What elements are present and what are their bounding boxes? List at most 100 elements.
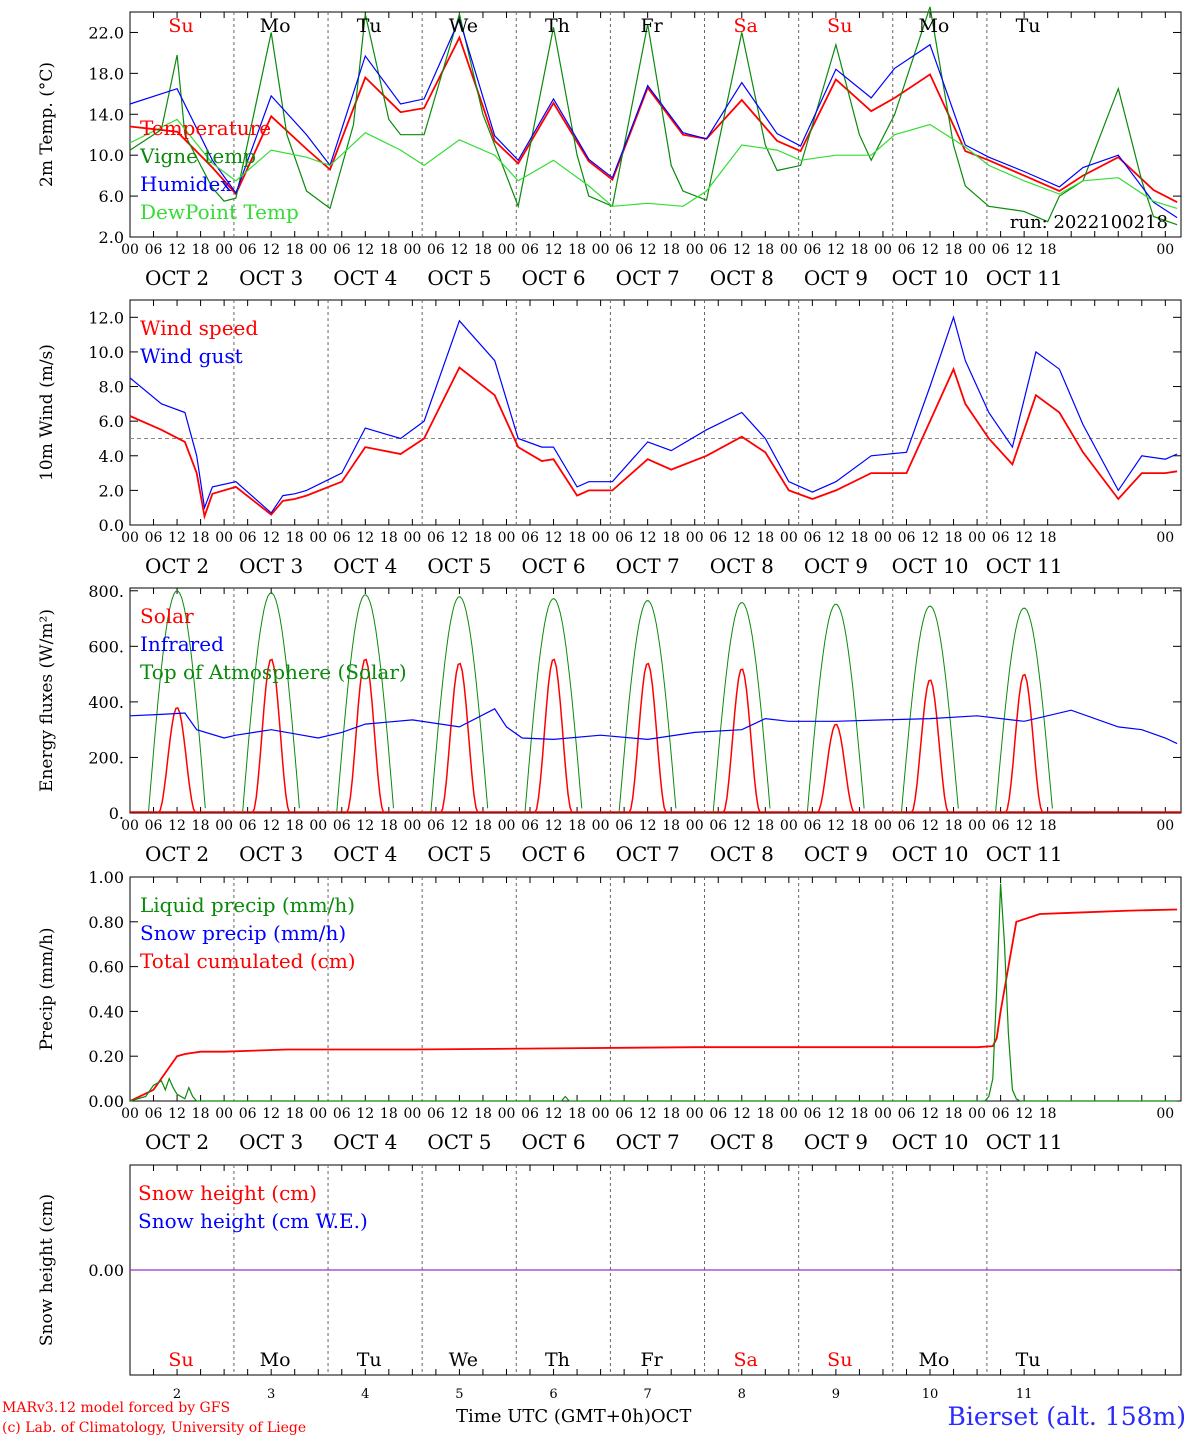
x-hour-label: 00: [121, 530, 139, 546]
x-hour-label: 06: [803, 1106, 821, 1122]
y-tick-label: 0.: [109, 804, 124, 823]
x-hour-label: 06: [145, 242, 163, 258]
x-hour-label: 18: [568, 242, 586, 258]
x-date-label: OCT 3: [239, 554, 303, 578]
panel-frame: [129, 587, 1182, 814]
x-hour-label: 00: [403, 818, 421, 834]
x-hour-label: 18: [192, 818, 210, 834]
x-hour-label: 12: [827, 1106, 845, 1122]
weekday-label-bottom: Mo: [260, 1349, 291, 1371]
x-hour-label: 06: [521, 1106, 539, 1122]
x-hour-label: 00: [121, 818, 139, 834]
x-date-label: OCT 9: [804, 266, 868, 290]
legend-entry: Total cumulated (cm): [140, 949, 356, 973]
credit-model: MARv3.12 model forced by GFS: [2, 1400, 231, 1416]
x-hour-label: 00: [592, 242, 610, 258]
x-hour-label: 12: [1015, 1106, 1033, 1122]
legend-entry: Vigne temp: [139, 144, 256, 168]
series-line-wind-gust: [129, 315, 1178, 514]
x-hour-label: 06: [521, 818, 539, 834]
x-hour-label: 12: [921, 242, 939, 258]
day-number: 10: [922, 1387, 939, 1402]
x-date-label: OCT 3: [239, 266, 303, 290]
x-hour-label: 12: [262, 818, 280, 834]
x-hour-label: 18: [851, 242, 869, 258]
x-hour-label: 06: [615, 530, 633, 546]
toa-solar-day-curve: [524, 598, 583, 814]
x-hour-label: 12: [168, 818, 186, 834]
y-axis-label: 2m Temp. (°C): [37, 62, 57, 187]
y-tick-label: 22.0: [88, 23, 124, 42]
x-hour-label: 12: [827, 818, 845, 834]
x-hour-label: 06: [709, 530, 727, 546]
weekday-label-bottom: Tu: [1016, 1349, 1041, 1371]
x-hour-label: 18: [1039, 530, 1057, 546]
x-hour-label: 18: [286, 242, 304, 258]
x-hour-label: 06: [145, 818, 163, 834]
y-axis-label: Precip (mm/h): [37, 927, 57, 1050]
weekday-label-top: Tu: [357, 15, 382, 37]
x-hour-label: 06: [333, 818, 351, 834]
x-date-label: OCT 11: [986, 266, 1063, 290]
x-hour-label: 00: [215, 1106, 233, 1122]
credit-lab: (c) Lab. of Climatology, University of L…: [2, 1420, 307, 1436]
x-hour-label: 06: [709, 242, 727, 258]
x-date-label: OCT 2: [145, 266, 209, 290]
x-hour-label: 00: [780, 242, 798, 258]
x-hour-label: 12: [545, 530, 563, 546]
x-hour-label: 18: [851, 1106, 869, 1122]
x-date-label: OCT 6: [521, 842, 585, 866]
toa-solar-day-curve: [430, 596, 489, 814]
x-hour-label: 06: [239, 818, 257, 834]
x-hour-label: 18: [945, 530, 963, 546]
x-hour-label: 00: [309, 818, 327, 834]
weekday-label-top: Fr: [640, 15, 663, 37]
x-hour-label: 18: [192, 1106, 210, 1122]
toa-solar-day-curve: [336, 594, 394, 814]
x-hour-label: 06: [239, 1106, 257, 1122]
series-line-liquid-precip-mm-h-: [129, 883, 1178, 1102]
legend-entry: Infrared: [140, 632, 224, 656]
toa-solar-day-curve: [147, 590, 206, 814]
x-hour-label: 00: [498, 530, 516, 546]
y-axis-label: Energy fluxes (W/m²): [37, 609, 57, 792]
y-tick-label: 0.00: [88, 1092, 124, 1111]
series-line-total-cumulated-cm-: [129, 908, 1178, 1102]
x-date-label: OCT 11: [986, 554, 1063, 578]
y-tick-label: 200.: [88, 748, 124, 767]
weekday-label-top: We: [449, 15, 478, 37]
x-date-label: OCT 3: [239, 842, 303, 866]
run-label: run: 2022100218: [1010, 212, 1168, 233]
x-hour-label: 00: [968, 530, 986, 546]
x-hour-label: 00: [686, 1106, 704, 1122]
x-date-label: OCT 5: [427, 554, 491, 578]
weekday-label-top: Tu: [1016, 15, 1041, 37]
day-number: 2: [173, 1387, 181, 1402]
x-hour-label: 00: [121, 242, 139, 258]
x-date-label: OCT 9: [804, 1130, 868, 1154]
toa-solar-day-curve: [995, 607, 1053, 814]
y-tick-label: 0.20: [88, 1047, 124, 1066]
legend-entry: Liquid precip (mm/h): [140, 893, 355, 917]
x-date-label: OCT 7: [616, 1130, 680, 1154]
x-hour-label: 18: [380, 242, 398, 258]
x-hour-label: 00: [874, 818, 892, 834]
x-hour-label: 00: [592, 1106, 610, 1122]
x-hour-label: 00: [498, 1106, 516, 1122]
x-date-label: OCT 4: [333, 1130, 397, 1154]
x-date-label: OCT 7: [616, 266, 680, 290]
x-hour-label: 06: [615, 818, 633, 834]
x-hour-label: 12: [639, 1106, 657, 1122]
x-hour-label: 06: [145, 530, 163, 546]
x-hour-label: 00: [686, 818, 704, 834]
x-hour-label: 18: [474, 1106, 492, 1122]
x-hour-label: 18: [851, 530, 869, 546]
x-hour-label: 06: [803, 242, 821, 258]
x-hour-label: 00: [498, 818, 516, 834]
x-axis-title: Time UTC (GMT+0h)OCT: [456, 1406, 691, 1427]
weekday-label-bottom: We: [449, 1349, 478, 1371]
x-hour-label: 18: [380, 1106, 398, 1122]
y-tick-label: 400.: [88, 693, 124, 712]
x-hour-label: 00: [686, 242, 704, 258]
x-hour-label: 00: [874, 1106, 892, 1122]
